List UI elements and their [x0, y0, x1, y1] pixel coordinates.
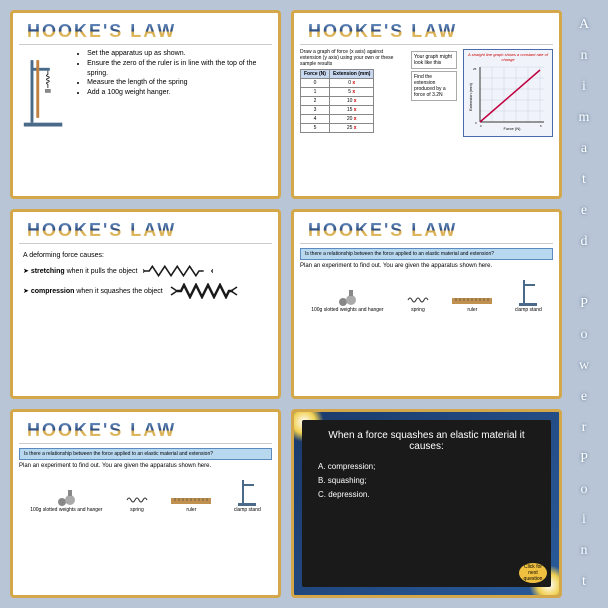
clamp-stand-icon: [517, 278, 539, 306]
quiz-option[interactable]: B. squashing;: [318, 474, 543, 488]
sidebar-char: P: [580, 451, 588, 467]
ruler-icon: [452, 298, 492, 306]
deform-heading: A deforming force causes:: [23, 252, 268, 259]
svg-text:0: 0: [475, 121, 477, 125]
col-header: Extension (mm): [329, 70, 374, 79]
slide-5: HOOKE'S LAW Is there a relationship betw…: [10, 409, 281, 598]
results-table: Force (N)Extension (mm) 00 x 15 x 210 x …: [300, 69, 374, 133]
compressed-spring-icon: [169, 283, 239, 299]
slide-title: HOOKE'S LAW: [19, 19, 272, 45]
hint-box-1: Your graph might look like this: [411, 51, 457, 69]
quiz-option[interactable]: A. compression;: [318, 460, 543, 474]
sidebar-label: Animated PowerPoint: [570, 10, 598, 598]
hint-box-2: Find the extension produced by a force o…: [411, 71, 457, 101]
sidebar-char: o: [581, 327, 588, 343]
slide-4: HOOKE'S LAW Is there a relationship betw…: [291, 209, 562, 398]
bullet-item: Measure the length of the spring: [87, 78, 272, 88]
spring-icon: [406, 294, 430, 306]
sidebar-char: [582, 265, 586, 281]
svg-text:5: 5: [540, 124, 542, 128]
sidebar-char: r: [582, 420, 587, 436]
slide-title: HOOKE'S LAW: [19, 218, 272, 244]
y-axis-label: Extension (mm): [468, 82, 473, 111]
slide-3: HOOKE'S LAW A deforming force causes: ➤ …: [10, 209, 281, 398]
sidebar-char: P: [580, 296, 588, 312]
clamp-stand-icon: [236, 478, 258, 506]
sidebar-char: w: [579, 358, 589, 374]
bullet-item: Add a 100g weight hanger.: [87, 88, 272, 98]
apparatus-icon: [19, 49, 67, 129]
slides-grid: HOOKE'S LAW Set the apparatus up as show…: [10, 10, 562, 598]
sidebar-char: d: [581, 234, 588, 250]
sidebar-char: a: [581, 141, 587, 157]
slide-title: HOOKE'S LAW: [19, 418, 272, 444]
sidebar-char: A: [579, 17, 589, 33]
svg-text:25: 25: [473, 67, 477, 71]
equipment-row: 100g slotted weights and hanger spring r…: [19, 478, 272, 513]
stretched-spring-icon: [143, 263, 213, 279]
sidebar-char: t: [582, 574, 586, 590]
compression-text: ➤ compression when it squashes the objec…: [23, 287, 163, 295]
sidebar-char: o: [581, 482, 588, 498]
sidebar-char: t: [582, 172, 586, 188]
sidebar-char: i: [582, 512, 586, 528]
instruction-text: Plan an experiment to find out. You are …: [19, 463, 272, 469]
stretching-text: ➤ stretching when it pulls the object: [23, 267, 137, 275]
x-axis-label: Force (N): [504, 126, 522, 131]
sidebar-char: i: [582, 79, 586, 95]
equipment-row: 100g slotted weights and hanger spring r…: [300, 278, 553, 313]
ruler-icon: [171, 498, 211, 506]
sidebar-char: n: [581, 48, 588, 64]
quiz-options: A. compression; B. squashing; C. depress…: [310, 460, 543, 503]
sidebar-char: e: [581, 203, 587, 219]
bullet-item: Ensure the zero of the ruler is in line …: [87, 59, 272, 79]
weights-icon: [335, 288, 359, 306]
line-graph: A straight line graph shows a constant r…: [463, 49, 553, 137]
sidebar-char: m: [579, 110, 590, 126]
sidebar-char: e: [581, 389, 587, 405]
slide-2: HOOKE'S LAW Draw a graph of force (x axi…: [291, 10, 562, 199]
quiz-slide: When a force squashes an elastic materia…: [291, 409, 562, 598]
instruction-text: Plan an experiment to find out. You are …: [300, 263, 553, 269]
question-banner: Is there a relationship between the forc…: [19, 448, 272, 460]
quiz-option[interactable]: C. depression.: [318, 488, 543, 502]
col-header: Force (N): [301, 70, 330, 79]
page-container: HOOKE'S LAW Set the apparatus up as show…: [0, 0, 608, 608]
weights-icon: [54, 488, 78, 506]
bullet-item: Set the apparatus up as shown.: [87, 49, 272, 59]
setup-bullets: Set the apparatus up as shown. Ensure th…: [73, 49, 272, 129]
graph-instruction: Draw a graph of force (x axis) against e…: [300, 49, 405, 67]
slide-title: HOOKE'S LAW: [300, 218, 553, 244]
spring-icon: [125, 494, 149, 506]
slide-title: HOOKE'S LAW: [300, 19, 553, 45]
svg-text:0: 0: [480, 124, 482, 128]
graph-caption: A straight line graph shows a constant r…: [466, 52, 550, 62]
sidebar-char: n: [581, 543, 588, 559]
quiz-question: When a force squashes an elastic materia…: [310, 430, 543, 452]
question-banner: Is there a relationship between the forc…: [300, 248, 553, 260]
slide-1: HOOKE'S LAW Set the apparatus up as show…: [10, 10, 281, 199]
next-question-button[interactable]: Click for next question: [519, 563, 547, 583]
